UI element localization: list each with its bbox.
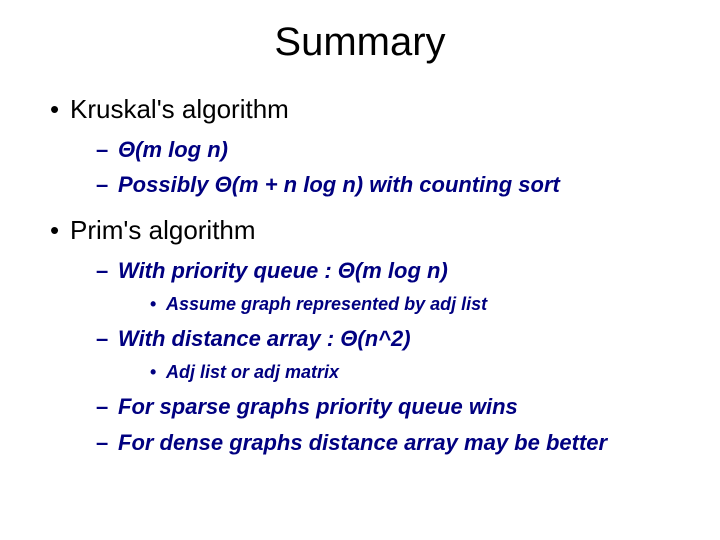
prim-darr-group: –With distance array : Θ(n^2) •Adj list … [40, 324, 680, 384]
bullet-l1-icon: • [50, 214, 70, 248]
slide-container: Summary •Kruskal's algorithm –Θ(m log n)… [0, 0, 720, 540]
kruskal-counting-sort: –Possibly Θ(m + n log n) with counting s… [96, 170, 680, 200]
dash-l2-icon: – [96, 392, 118, 422]
prim-pq-sub: •Assume graph represented by adj list [150, 292, 680, 316]
prim-sparse-text: For sparse graphs priority queue wins [118, 394, 518, 419]
slide-title: Summary [40, 20, 680, 65]
prim-darr-sub-text: Adj list or adj matrix [166, 362, 339, 382]
prim-heading: •Prim's algorithm [50, 214, 680, 248]
kruskal-heading: •Kruskal's algorithm [50, 93, 680, 127]
kruskal-section: •Kruskal's algorithm –Θ(m log n) –Possib… [40, 93, 680, 200]
prim-sparse: –For sparse graphs priority queue wins [96, 392, 680, 422]
prim-pq-text: With priority queue : Θ(m log n) [118, 258, 448, 283]
prim-pq-line: –With priority queue : Θ(m log n) [96, 256, 680, 286]
dash-l2-icon: – [96, 256, 118, 286]
prim-dense-text: For dense graphs distance array may be b… [118, 430, 607, 455]
dash-l2-icon: – [96, 428, 118, 458]
prim-pq-sub-text: Assume graph represented by adj list [166, 294, 487, 314]
prim-darr-line: –With distance array : Θ(n^2) [96, 324, 680, 354]
kruskal-counting-sort-text: Possibly Θ(m + n log n) with counting so… [118, 172, 560, 197]
prim-dense: –For dense graphs distance array may be … [96, 428, 680, 458]
prim-darr-sub: •Adj list or adj matrix [150, 360, 680, 384]
prim-pq-group: –With priority queue : Θ(m log n) •Assum… [40, 256, 680, 316]
bullet-l1-icon: • [50, 93, 70, 127]
prim-heading-text: Prim's algorithm [70, 215, 256, 245]
prim-section: •Prim's algorithm –With priority queue :… [40, 214, 680, 457]
dash-l2-icon: – [96, 135, 118, 165]
kruskal-complexity-text: Θ(m log n) [118, 137, 228, 162]
dash-l2-icon: – [96, 324, 118, 354]
kruskal-heading-text: Kruskal's algorithm [70, 94, 289, 124]
kruskal-complexity: –Θ(m log n) [96, 135, 680, 165]
dash-l2-icon: – [96, 170, 118, 200]
prim-darr-text: With distance array : Θ(n^2) [118, 326, 411, 351]
bullet-l3-icon: • [150, 360, 166, 384]
bullet-l3-icon: • [150, 292, 166, 316]
